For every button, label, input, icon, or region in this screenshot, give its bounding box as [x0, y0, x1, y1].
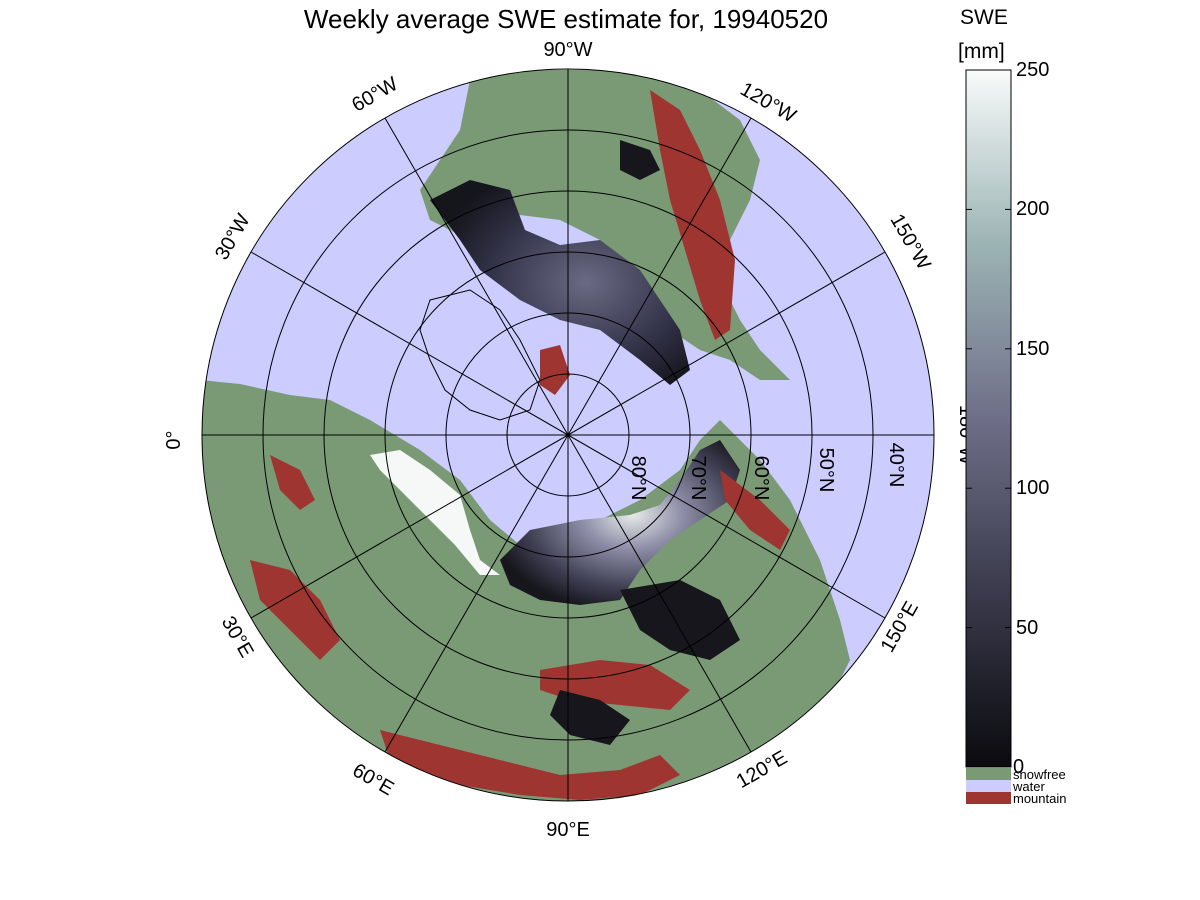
legend-swatch-mountain — [966, 792, 1011, 804]
legend-label-snowfree: snowfree — [1013, 767, 1066, 782]
colorbar-tick-label: 0 — [1013, 756, 1025, 778]
legend-label-mountain: mountain — [1013, 791, 1067, 806]
greenland — [419, 289, 541, 421]
colorbar-tick-label: 100 — [1016, 477, 1050, 500]
himalaya-mountain-area — [380, 730, 680, 800]
greenland-coast-mountain-area — [540, 345, 570, 395]
north-america-snow-cover — [430, 180, 690, 385]
mongolia-low-snow-patch — [550, 690, 630, 745]
lon-label-0: 0° — [163, 430, 185, 449]
map-border — [201, 68, 935, 802]
siberia-low-snow-patch — [620, 580, 740, 660]
alps-mountain-area — [250, 560, 340, 660]
east-asia-mountain-area — [720, 470, 790, 550]
rockies-mountain-area — [650, 90, 735, 340]
colorbar-tick-label: 150 — [1016, 337, 1050, 360]
lat-label-80n: 80°N — [627, 456, 649, 501]
lat-label-70n: 70°N — [687, 456, 709, 501]
colorbar-tick-label: 200 — [1016, 198, 1050, 221]
eurasia-snow-cover — [500, 440, 740, 605]
longitude-grid — [202, 69, 934, 801]
lon-label-90w: 90°W — [543, 39, 592, 61]
scandinavia-snow-cover — [370, 450, 500, 575]
scandinavia-mountain-area — [270, 455, 315, 510]
lon-label-90e: 90°E — [546, 819, 590, 841]
colorbar-tick-label: 50 — [1016, 616, 1039, 639]
legend-swatch-snowfree — [966, 768, 1011, 780]
lat-label-50n: 50°N — [815, 448, 837, 493]
map-title: Weekly average SWE estimate for, 1994052… — [303, 4, 829, 34]
colorbar-tick-label: 250 — [1016, 59, 1050, 81]
colorbar-title: SWE — [960, 6, 1008, 29]
lat-label-60n: 60°N — [750, 456, 772, 501]
colorbar-unit: [mm] — [958, 40, 1005, 63]
legend-swatch-water — [966, 780, 1011, 792]
lat-label-40n: 40°N — [885, 443, 907, 488]
canada-low-snow-patch — [620, 140, 660, 180]
colorbar-gradient — [965, 69, 1012, 768]
legend-label-water: water — [1013, 779, 1045, 794]
